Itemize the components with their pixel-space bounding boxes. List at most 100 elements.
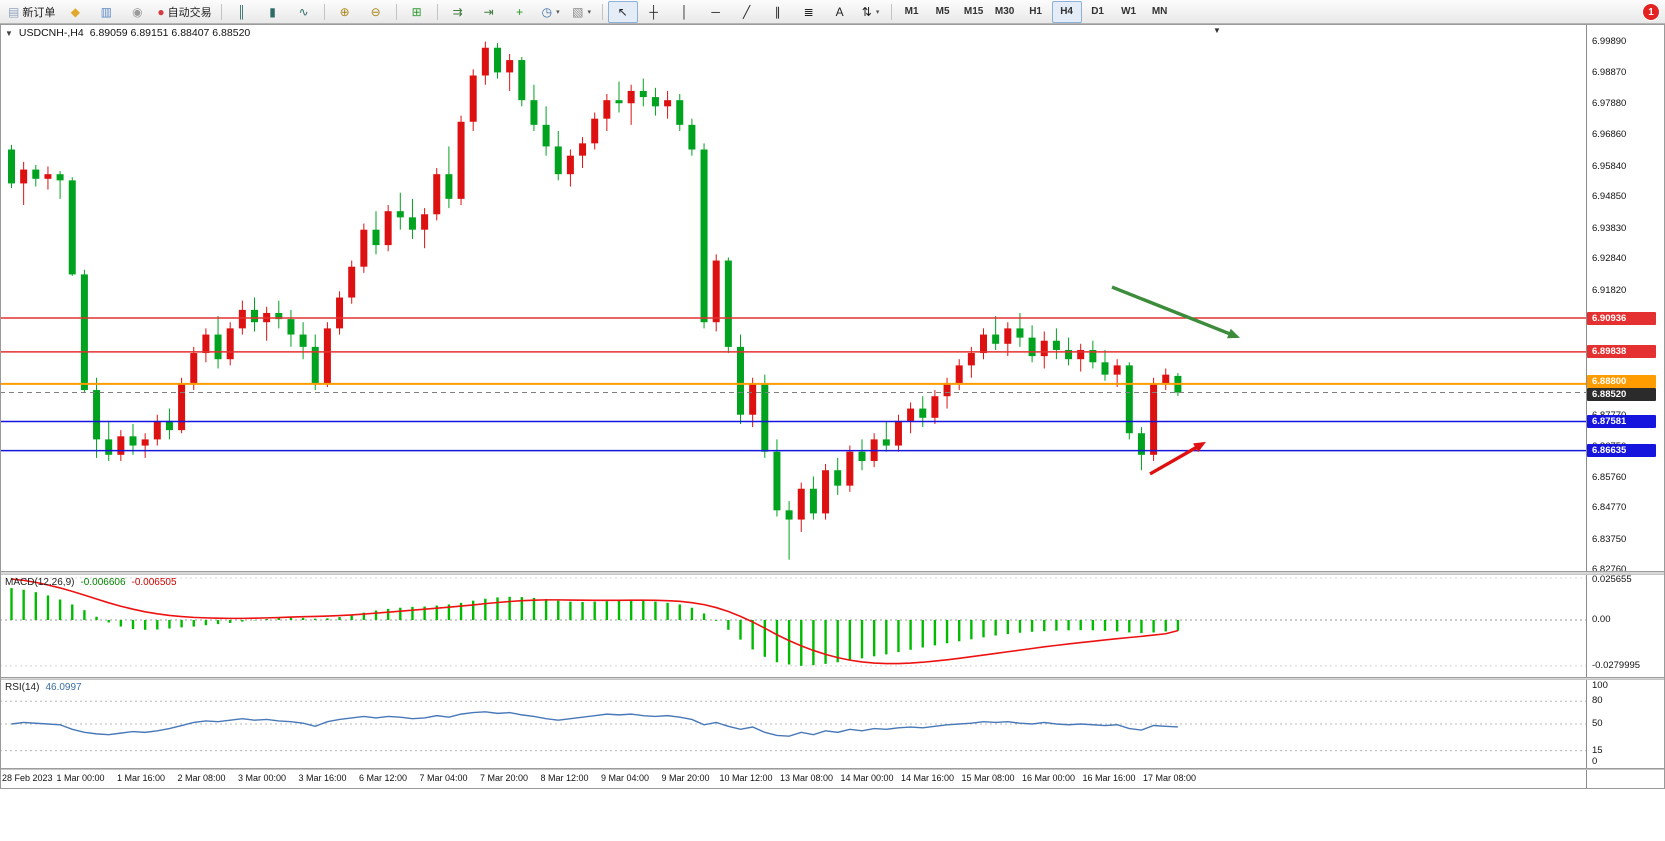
collapse-icon[interactable]: ▼ — [5, 28, 13, 38]
panel-divider[interactable] — [0, 677, 1665, 680]
cursor-icon: ↖ — [617, 4, 628, 19]
horizontal-line-button[interactable]: ─ — [701, 1, 731, 23]
candle-body — [688, 124, 696, 150]
notification-badge[interactable]: 1 — [1642, 3, 1660, 21]
candle-body — [251, 309, 258, 323]
zoom-out-button[interactable]: ⊖ — [361, 1, 391, 23]
bar-chart-button[interactable]: ║ — [227, 1, 257, 23]
toolbar-separator — [323, 3, 325, 20]
templates-button[interactable]: ▧ ▾ — [567, 1, 597, 23]
data-window-button[interactable]: ▥ — [91, 1, 121, 23]
candle-body — [202, 334, 210, 354]
indicators-button[interactable]: + — [505, 1, 535, 23]
toolbar-separator — [890, 3, 892, 20]
timeframe-d1-button[interactable]: D1 — [1083, 1, 1113, 23]
timeframe-w1-button[interactable]: W1 — [1114, 1, 1144, 23]
crosshair-button[interactable]: ┼ — [639, 1, 669, 23]
macd-plot[interactable] — [0, 575, 1586, 677]
macd-axis[interactable]: 0.025655 0.00 -0.0279995 — [1587, 575, 1665, 677]
candle-body — [494, 47, 501, 73]
periods-icon: ◷ — [541, 4, 553, 19]
trendline-button[interactable]: ╱ — [732, 1, 762, 23]
candle-body — [299, 334, 307, 347]
auto-scroll-button[interactable]: ⇉ — [443, 1, 473, 23]
panel-divider[interactable] — [0, 571, 1665, 575]
channel-icon: ∥ — [774, 4, 781, 19]
timeframe-h4-button[interactable]: H4 — [1051, 0, 1082, 23]
candle-body — [1028, 337, 1036, 357]
time-axis-label: 16 Mar 16:00 — [1082, 773, 1136, 783]
text-icon: A — [835, 4, 844, 19]
arrow-annotation[interactable] — [1111, 285, 1235, 337]
price-tick-label: 6.93830 — [1592, 222, 1627, 234]
navigator-button[interactable]: ◉ — [122, 1, 152, 23]
rsi-line — [11, 711, 1178, 737]
auto-scroll-icon: ⇉ — [452, 4, 463, 19]
rsi-plot[interactable] — [0, 680, 1586, 768]
candle-body — [712, 260, 720, 323]
timeframe-m1-button-label: M1 — [904, 6, 919, 17]
rsi-indicator-label: RSI(14) 46.0997 — [5, 682, 82, 693]
candle-body — [785, 510, 793, 520]
price-tick-label: 6.83750 — [1592, 533, 1627, 545]
arrow-annotation[interactable] — [1149, 443, 1201, 476]
candle-body — [797, 488, 805, 520]
auto-trading-button[interactable]: ● 自动交易 — [153, 1, 215, 23]
time-axis[interactable]: 28 Feb 2023 1 Mar 00:00 1 Mar 16:00 2 Mar 0… — [0, 770, 1586, 788]
rsi-scale-label: 15 — [1592, 744, 1603, 756]
rsi-axis[interactable]: 100 80 50 15 0 — [1587, 680, 1665, 768]
candle-body — [846, 451, 854, 486]
candle-body — [542, 124, 550, 147]
auto-trading-icon: ● — [157, 4, 165, 19]
price-badge: 6.86635 — [1587, 444, 1656, 458]
rsi-scale-label: 0 — [1592, 756, 1598, 767]
vertical-line-button[interactable]: │ — [670, 1, 700, 23]
candle-body — [408, 217, 416, 230]
zoom-in-icon: ⊕ — [339, 4, 350, 19]
text-button[interactable]: A — [825, 1, 855, 23]
macd-scale-label: 0.025655 — [1592, 574, 1632, 585]
timeframe-m15-button[interactable]: M15 — [959, 1, 989, 23]
candlestick-plot[interactable] — [0, 24, 1586, 572]
time-axis-label: 7 Mar 04:00 — [419, 773, 468, 783]
toolbar: ▤ 新订单 ◆ ▥ ◉ ● 自动交易 ║ ▮ ∿ ⊕ ⊖ ⊞ ⇉ ⇥ + ◷ ▾ ▧ ▾ ↖ ┼ │ ─ ╱ ∥ ≣ A ⇅ ▾ M1 M5 M… — [0, 0, 1665, 24]
candle-body — [323, 328, 331, 384]
channel-button[interactable]: ∥ — [763, 1, 793, 23]
fibonacci-button[interactable]: ≣ — [794, 1, 824, 23]
chart-shift-marker[interactable]: ▼ — [1213, 26, 1221, 35]
arrows-button[interactable]: ⇅ ▾ — [856, 1, 886, 23]
candle-body — [724, 260, 732, 347]
timeframe-m1-button[interactable]: M1 — [897, 1, 927, 23]
candle-body — [214, 334, 222, 360]
candle-body — [615, 100, 623, 104]
candlestick-chart-icon: ▮ — [269, 4, 276, 19]
candle-body — [603, 100, 611, 119]
periods-button[interactable]: ◷ ▾ — [536, 1, 566, 23]
timeframe-m5-button-label: M5 — [935, 6, 950, 17]
line-chart-icon: ∿ — [298, 4, 309, 19]
timeframe-h1-button[interactable]: H1 — [1021, 1, 1051, 23]
tile-windows-icon: ⊞ — [411, 4, 422, 19]
candle-body — [1065, 349, 1073, 360]
tile-windows-button[interactable]: ⊞ — [402, 1, 432, 23]
candlestick-chart-button[interactable]: ▮ — [258, 1, 288, 23]
chart-shift-icon: ⇥ — [483, 4, 494, 19]
line-chart-button[interactable]: ∿ — [289, 1, 319, 23]
new-order-button[interactable]: ▤ 新订单 — [4, 1, 59, 23]
candle-body — [481, 47, 489, 76]
timeframe-m5-button[interactable]: M5 — [928, 1, 958, 23]
price-tick-label: 6.91820 — [1592, 284, 1627, 296]
timeframe-m30-button[interactable]: M30 — [990, 1, 1020, 23]
time-axis-label: 1 Mar 00:00 — [56, 773, 105, 783]
price-axis[interactable]: 6.99890 6.98870 6.97880 6.96860 6.95840 6.948… — [1587, 24, 1665, 575]
cursor-button[interactable]: ↖ — [607, 0, 638, 23]
data-window-icon: ▥ — [100, 4, 113, 19]
templates-icon: ▧ — [572, 4, 584, 19]
timeframe-mn-button[interactable]: MN — [1145, 1, 1175, 23]
panel-divider[interactable] — [0, 768, 1665, 770]
macd-scale-label: 0.00 — [1592, 614, 1611, 625]
market-watch-button[interactable]: ◆ — [60, 1, 90, 23]
chart-shift-button[interactable]: ⇥ — [474, 1, 504, 23]
horizontal-line-icon: ─ — [711, 4, 720, 19]
zoom-in-button[interactable]: ⊕ — [330, 1, 360, 23]
